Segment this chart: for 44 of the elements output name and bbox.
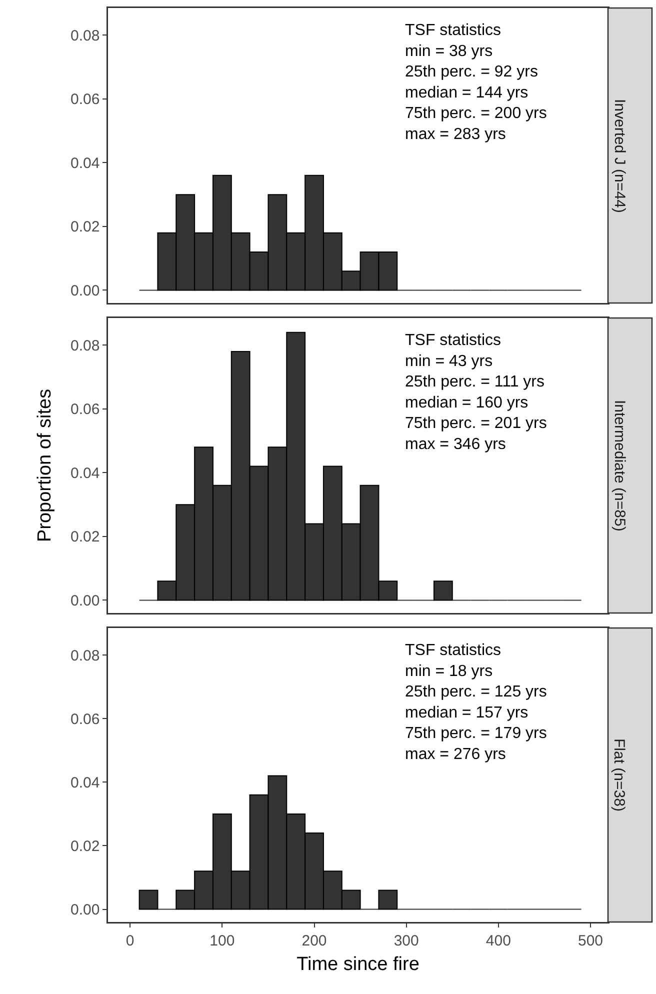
y-tick-label: 0.06 <box>70 710 100 728</box>
x-tick-label: 100 <box>210 932 235 950</box>
annotation: max = 283 yrs <box>405 126 506 143</box>
annotation: max = 276 yrs <box>405 746 506 763</box>
annotation: median = 157 yrs <box>405 704 528 722</box>
annotation: min = 43 yrs <box>405 352 493 370</box>
x-tick-label: 300 <box>394 932 419 950</box>
y-tick-label: 0.06 <box>70 401 100 418</box>
x-tick-label: 200 <box>302 932 327 950</box>
y-tick-label: 0.08 <box>70 337 100 354</box>
annotation: min = 38 yrs <box>405 42 493 60</box>
y-tick-label: 0.00 <box>70 282 100 300</box>
text: Intermediate (n=85) <box>611 400 628 532</box>
text: Flat (n=38) <box>610 738 628 812</box>
annotation: median = 160 yrs <box>405 394 528 412</box>
y-tick-label: 0.08 <box>70 647 100 664</box>
y-tick-label: 0.04 <box>70 774 100 792</box>
y-tick-label: 0.04 <box>70 464 100 482</box>
y-tick-label: 0.00 <box>70 902 100 919</box>
annotation: 25th perc. = 125 yrs <box>405 684 547 701</box>
annotation: TSF statistics <box>405 22 502 39</box>
x-axis-title: Time since fire <box>296 954 420 975</box>
x-tick-label: 0 <box>126 932 134 950</box>
annotation: 75th perc. = 179 yrs <box>405 725 547 742</box>
y-tick-label: 0.02 <box>70 838 100 855</box>
annotation: 25th perc. = 111 yrs <box>405 374 544 391</box>
y-tick-label: 0.04 <box>70 154 100 172</box>
y-tick-label: 0.00 <box>70 592 100 610</box>
annotation: 25th perc. = 92 yrs <box>405 64 538 81</box>
y-tick-label: 0.02 <box>70 218 100 236</box>
annotation: median = 144 yrs <box>405 84 528 102</box>
y-tick-label: 0.02 <box>70 528 100 546</box>
annotation: min = 18 yrs <box>405 662 493 680</box>
y-axis-title: Proportion of sites <box>34 388 56 542</box>
annotation: TSF statistics <box>405 642 502 659</box>
y-tick-label: 0.06 <box>70 91 100 108</box>
annotation: max = 346 yrs <box>405 436 506 453</box>
annotation: TSF statistics <box>405 332 502 349</box>
y-tick-label: 0.08 <box>70 27 100 44</box>
annotation: 75th perc. = 201 yrs <box>405 415 547 432</box>
annotation: 75th perc. = 200 yrs <box>405 105 547 122</box>
x-tick-label: 500 <box>578 932 604 950</box>
text: Inverted J (n=44) <box>611 99 628 213</box>
x-tick-label: 400 <box>486 932 511 950</box>
